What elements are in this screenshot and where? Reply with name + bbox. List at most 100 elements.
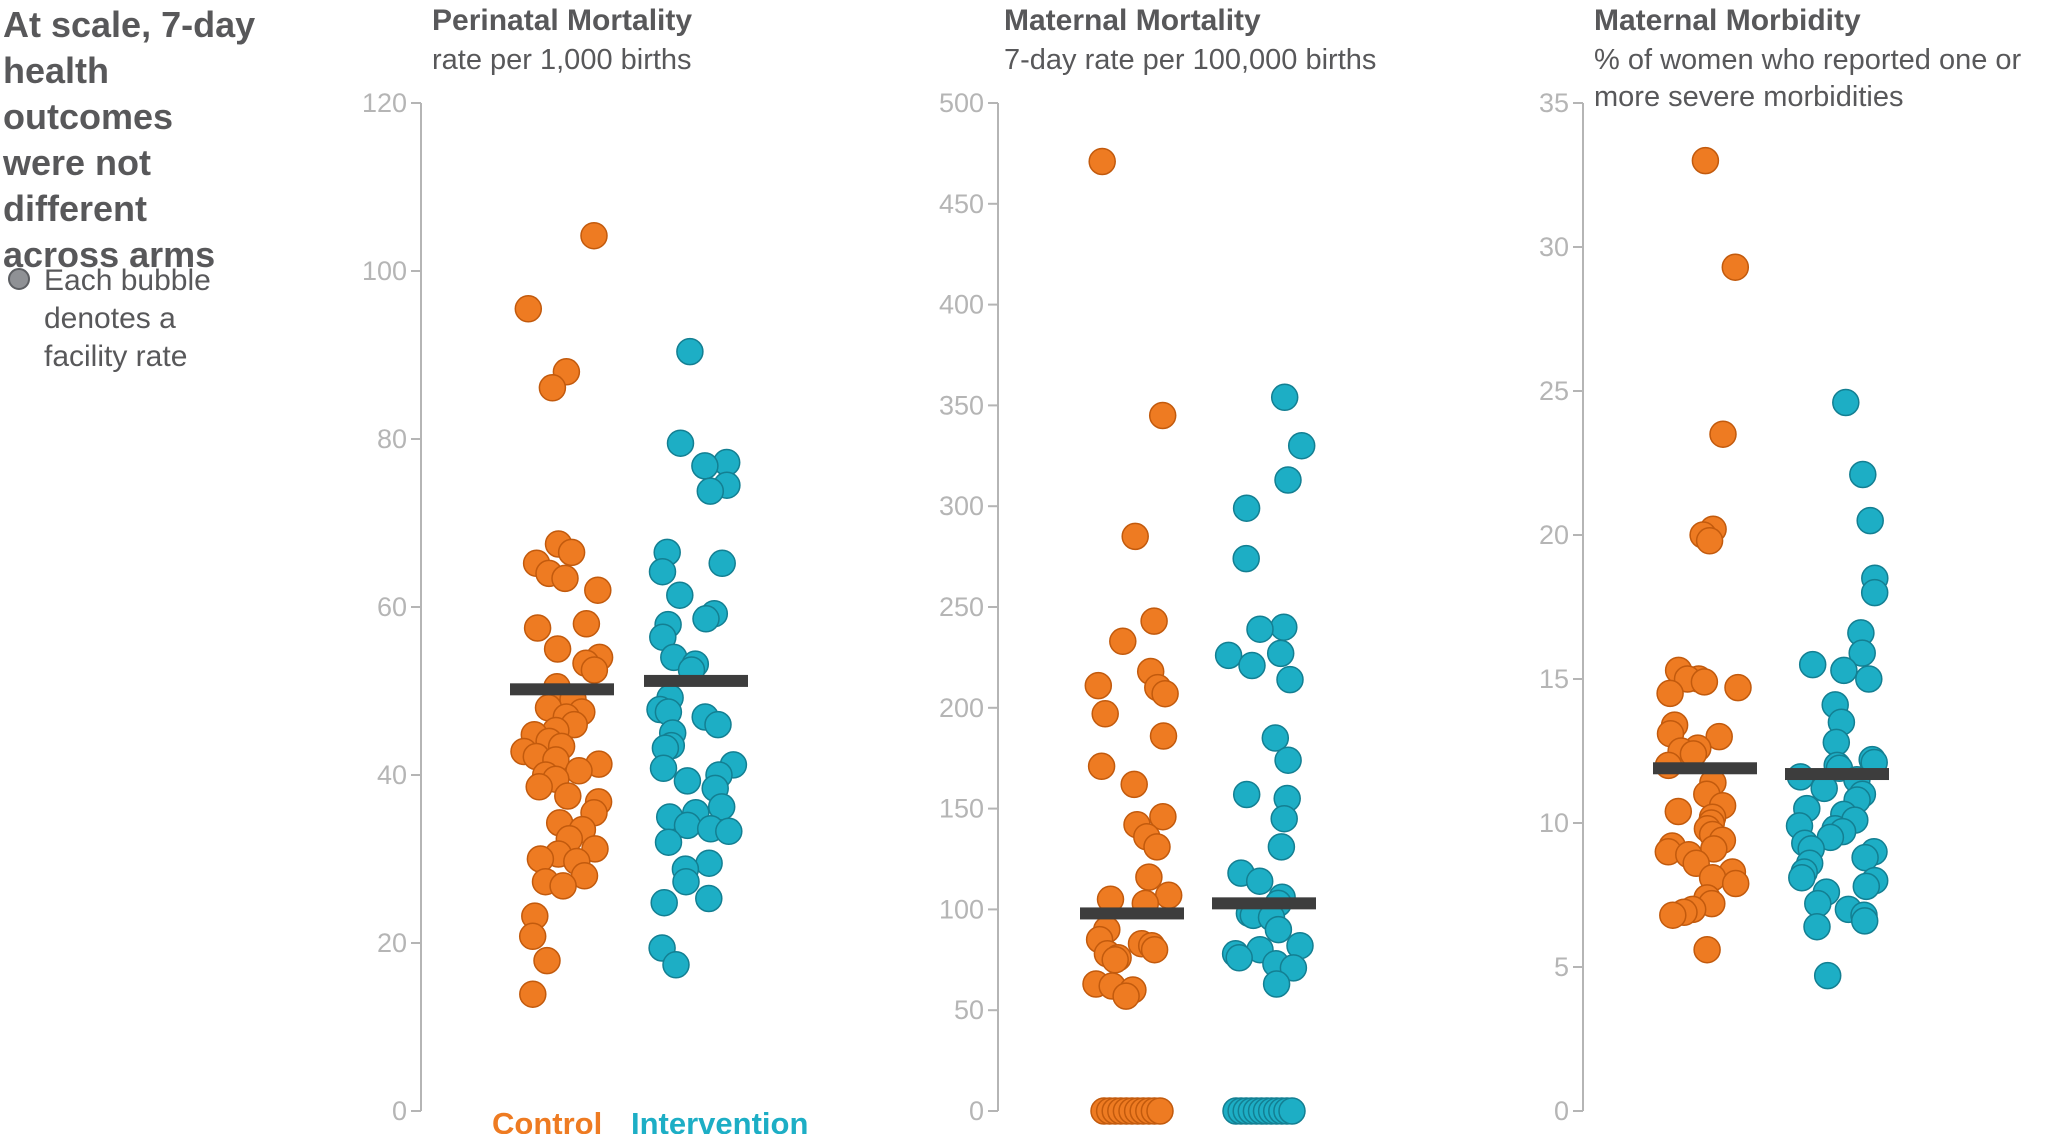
y-tick-label: 5 (1554, 952, 1569, 982)
data-point-intervention (1232, 780, 1261, 809)
data-point-control (1146, 1097, 1174, 1125)
median-bar-intervention (644, 674, 748, 687)
data-point-control (1151, 679, 1179, 708)
data-point-intervention (662, 951, 690, 979)
panel-subtitle: % of women who reported one or (1594, 44, 2022, 76)
data-point-intervention (695, 849, 723, 877)
y-tick-label: 500 (939, 88, 984, 118)
data-point-control (514, 295, 543, 323)
data-point-control (1705, 722, 1733, 751)
data-point-control (549, 872, 577, 900)
y-tick-label: 20 (1539, 520, 1569, 550)
legend: Each bubble denotes a facility rate (8, 262, 244, 376)
y-tick-label: 100 (362, 256, 407, 286)
data-point-intervention (1274, 746, 1302, 774)
data-point-intervention (1276, 665, 1304, 694)
panel-subtitle: 7-day rate per 100,000 births (1004, 44, 1376, 76)
data-point-intervention (1832, 388, 1860, 417)
median-bar-intervention (1785, 768, 1889, 781)
y-tick-label: 30 (1539, 232, 1569, 262)
data-point-control (1140, 935, 1169, 964)
data-point-intervention (1238, 651, 1266, 680)
data-point-intervention (1798, 650, 1827, 679)
data-point-control (1721, 869, 1750, 898)
data-point-control (1664, 797, 1693, 826)
data-point-control (1695, 527, 1724, 555)
data-point-intervention (1851, 843, 1879, 872)
y-tick-label: 200 (939, 693, 984, 723)
data-point-intervention (1262, 970, 1291, 998)
data-point-intervention (1788, 863, 1816, 892)
data-point-intervention (1803, 912, 1831, 941)
data-point-intervention (1264, 915, 1293, 944)
data-point-control (565, 757, 593, 785)
data-point-control (1088, 147, 1116, 176)
data-point-intervention (704, 710, 732, 739)
data-point-intervention (691, 452, 719, 480)
data-point-intervention (1852, 872, 1881, 901)
panel-2: Maternal Mortality 7-day rate per 100,000… (939, 4, 1376, 1126)
data-point-intervention (1225, 944, 1253, 972)
arm-label-intervention: Intervention (631, 1106, 808, 1134)
data-point-control (1149, 802, 1177, 831)
data-point-intervention (1267, 833, 1296, 861)
data-point-intervention (1270, 613, 1298, 641)
y-tick-label: 120 (362, 88, 407, 118)
data-point-control (526, 845, 555, 873)
data-point-control (554, 782, 582, 810)
data-point-intervention (1830, 656, 1858, 685)
y-tick-label: 40 (377, 760, 407, 790)
data-point-control (1121, 522, 1149, 551)
data-point-control (543, 635, 572, 663)
y-tick-label: 350 (939, 390, 984, 420)
y-tick-label: 0 (1554, 1096, 1569, 1126)
y-tick-label: 15 (1539, 664, 1569, 694)
median-bar-control (1080, 907, 1184, 920)
data-point-intervention (676, 337, 704, 366)
data-point-control (1091, 700, 1119, 728)
data-point-intervention (1856, 506, 1884, 535)
data-point-intervention (695, 884, 723, 913)
panel-subtitle: rate per 1,000 births (432, 44, 692, 76)
data-point-intervention (1849, 460, 1877, 489)
data-point-intervention (666, 581, 694, 609)
data-point-control (1690, 668, 1719, 696)
data-point-control (523, 614, 552, 642)
data-point-control (1709, 420, 1737, 448)
data-point-control (533, 946, 561, 975)
data-point-intervention (1287, 431, 1316, 460)
data-point-control (1691, 146, 1720, 175)
panel-subtitle: more severe morbidities (1594, 81, 1903, 113)
data-point-intervention (673, 767, 702, 795)
data-point-control (525, 773, 553, 801)
y-tick-label: 80 (377, 424, 407, 454)
data-point-control (1135, 863, 1163, 891)
headline: At scale, 7-day health outcomes were not… (3, 4, 256, 275)
y-tick-label: 0 (969, 1096, 984, 1126)
panel-title: Perinatal Mortality (432, 4, 692, 37)
data-point-intervention (672, 867, 700, 896)
data-point-control (1721, 253, 1750, 281)
data-point-intervention (1274, 466, 1302, 494)
data-point-intervention (649, 754, 678, 783)
y-tick-label: 100 (939, 894, 984, 924)
legend-text: Each bubble denotes a facility rate (44, 264, 211, 373)
data-point-intervention (692, 605, 720, 633)
data-point-intervention (1848, 639, 1876, 667)
y-tick-label: 25 (1539, 376, 1569, 406)
y-tick-label: 60 (377, 592, 407, 622)
data-point-intervention (654, 828, 683, 856)
data-point-intervention (1822, 728, 1851, 757)
y-tick-label: 0 (392, 1096, 407, 1126)
data-point-control (1084, 671, 1113, 700)
data-point-intervention (1270, 383, 1299, 412)
data-point-intervention (1855, 665, 1883, 693)
arm-label-control: Control (492, 1106, 602, 1134)
bubble-legend-icon (8, 268, 30, 290)
panel-title: Maternal Morbidity (1594, 4, 1861, 37)
data-point-intervention (1804, 889, 1832, 918)
data-point-control (1149, 722, 1178, 750)
median-bar-control (1653, 762, 1757, 775)
data-point-control (1120, 770, 1148, 799)
data-point-intervention (1245, 867, 1274, 895)
